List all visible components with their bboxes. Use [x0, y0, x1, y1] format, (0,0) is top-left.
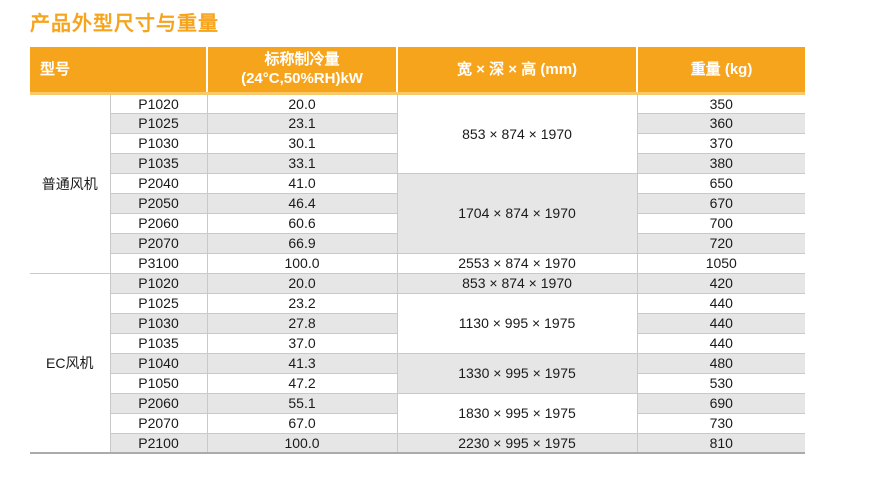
cooling-cell: 23.2: [206, 292, 398, 314]
table-row: P1030 30.1 370: [30, 132, 806, 154]
weight-cell: 380: [636, 152, 806, 174]
model-cell: P2070: [109, 412, 208, 434]
weight-cell: 370: [636, 132, 806, 154]
weight-cell: 530: [636, 372, 806, 394]
header-row: 型号 标称制冷量 (24°C,50%RH)kW 宽 × 深 × 高 (mm) 重…: [30, 47, 806, 95]
table-header: 型号 标称制冷量 (24°C,50%RH)kW 宽 × 深 × 高 (mm) 重…: [30, 47, 806, 95]
table-row: EC风机 P1020 20.0 853 × 874 × 1970 420: [30, 272, 806, 454]
table-row: P2070 67.0 730: [30, 412, 806, 434]
table-row: P1035 33.1 380: [30, 152, 806, 174]
header-weight: 重量 (kg): [636, 47, 806, 95]
model-cell: P1020: [109, 92, 208, 114]
model-cell: P1050: [109, 372, 208, 394]
header-cooling-line1: 标称制冷量: [264, 50, 340, 68]
weight-cell: 650: [636, 172, 806, 194]
table-row: P2100 100.0 2230 × 995 × 1975 810: [30, 432, 806, 454]
dimensions-cell: 2553 × 874 × 1970: [396, 252, 638, 274]
cooling-cell: 37.0: [206, 332, 398, 354]
model-cell: P2060: [109, 392, 208, 414]
cooling-cell: 30.1: [206, 132, 398, 154]
table-row: P1025 23.2 1130 × 995 × 1975 440: [30, 292, 806, 354]
header-model: 型号: [30, 47, 208, 95]
spec-table: 型号 标称制冷量 (24°C,50%RH)kW 宽 × 深 × 高 (mm) 重…: [30, 47, 806, 454]
table-row: 普通风机 P1020 20.0 853 × 874 × 1970 350: [30, 92, 806, 274]
cooling-cell: 41.3: [206, 352, 398, 374]
cooling-cell: 46.4: [206, 192, 398, 214]
weight-cell: 730: [636, 412, 806, 434]
page: 产品外型尺寸与重量 型号 标称制冷量 (24°C,50%RH)kW 宽 × 深 …: [30, 13, 806, 454]
cooling-cell: 100.0: [206, 432, 398, 454]
table-body: 普通风机 P1020 20.0 853 × 874 × 1970 350 P10…: [30, 92, 806, 454]
weight-cell: 420: [636, 272, 806, 294]
weight-cell: 720: [636, 232, 806, 254]
dimensions-cell: 2230 × 995 × 1975: [396, 432, 638, 454]
model-cell: P2050: [109, 192, 208, 214]
header-cooling-capacity: 标称制冷量 (24°C,50%RH)kW: [206, 47, 398, 95]
weight-cell: 440: [636, 312, 806, 334]
cooling-cell: 33.1: [206, 152, 398, 174]
model-cell: P3100: [109, 252, 208, 274]
cooling-cell: 20.0: [206, 272, 398, 294]
cooling-cell: 47.2: [206, 372, 398, 394]
cooling-cell: 100.0: [206, 252, 398, 274]
group-cell: EC风机: [30, 272, 111, 454]
model-cell: P1025: [109, 292, 208, 314]
cooling-cell: 60.6: [206, 212, 398, 234]
table-row: P1050 47.2 530: [30, 372, 806, 394]
cooling-cell: 67.0: [206, 412, 398, 434]
table-row: P2040 41.0 1704 × 874 × 1970 650: [30, 172, 806, 254]
dimensions-cell: 1830 × 995 × 1975: [396, 392, 638, 434]
page-title: 产品外型尺寸与重量: [30, 13, 219, 35]
weight-cell: 1050: [636, 252, 806, 274]
weight-cell: 440: [636, 332, 806, 354]
dimensions-cell: 1330 × 995 × 1975: [396, 352, 638, 394]
model-cell: P2070: [109, 232, 208, 254]
dimensions-cell: 853 × 874 × 1970: [396, 92, 638, 174]
header-dimensions: 宽 × 深 × 高 (mm): [396, 47, 638, 95]
model-cell: P2100: [109, 432, 208, 454]
model-cell: P1040: [109, 352, 208, 374]
group-cell: 普通风机: [30, 92, 111, 274]
cooling-cell: 41.0: [206, 172, 398, 194]
cooling-cell: 66.9: [206, 232, 398, 254]
weight-cell: 670: [636, 192, 806, 214]
model-cell: P1025: [109, 112, 208, 134]
dimensions-cell: 1704 × 874 × 1970: [396, 172, 638, 254]
table-row: P3100 100.0 2553 × 874 × 1970 1050: [30, 252, 806, 274]
table-row: P1025 23.1 360: [30, 112, 806, 134]
dimensions-cell: 1130 × 995 × 1975: [396, 292, 638, 354]
weight-cell: 810: [636, 432, 806, 454]
dimensions-cell: 853 × 874 × 1970: [396, 272, 638, 294]
weight-cell: 360: [636, 112, 806, 134]
cooling-cell: 55.1: [206, 392, 398, 414]
model-cell: P2040: [109, 172, 208, 194]
weight-cell: 440: [636, 292, 806, 314]
model-cell: P1035: [109, 332, 208, 354]
table-row: P2060 55.1 1830 × 995 × 1975 690: [30, 392, 806, 434]
weight-cell: 350: [636, 92, 806, 114]
cooling-cell: 20.0: [206, 92, 398, 114]
model-cell: P1030: [109, 132, 208, 154]
cooling-cell: 27.8: [206, 312, 398, 334]
table-row: P2050 46.4 670: [30, 192, 806, 214]
weight-cell: 700: [636, 212, 806, 234]
model-cell: P1030: [109, 312, 208, 334]
model-cell: P1020: [109, 272, 208, 294]
model-cell: P1035: [109, 152, 208, 174]
header-cooling-line2: (24°C,50%RH)kW: [241, 70, 363, 88]
weight-cell: 480: [636, 352, 806, 374]
weight-cell: 690: [636, 392, 806, 414]
table-row: P2070 66.9 720: [30, 232, 806, 254]
table-row: P1040 41.3 1330 × 995 × 1975 480: [30, 352, 806, 394]
table-row: P1030 27.8 440: [30, 312, 806, 334]
model-cell: P2060: [109, 212, 208, 234]
cooling-cell: 23.1: [206, 112, 398, 134]
table-row: P1035 37.0 440: [30, 332, 806, 354]
